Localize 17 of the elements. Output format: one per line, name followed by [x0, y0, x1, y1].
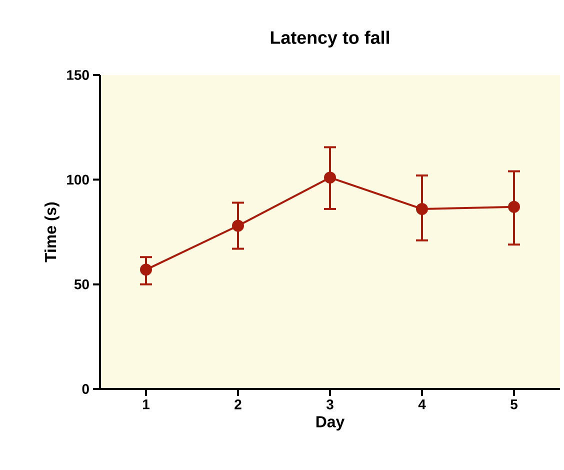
- y-axis-title: Time (s): [44, 202, 60, 262]
- x-tick-label: 1: [142, 400, 150, 410]
- x-axis-title: Day: [316, 416, 345, 431]
- point: [232, 220, 244, 232]
- y-tick-label: 100: [67, 174, 89, 185]
- x-tick-label: 2: [234, 400, 242, 410]
- x-tick-label: 5: [510, 400, 518, 410]
- chart-title: Latency to fall: [270, 30, 390, 48]
- point: [140, 264, 152, 276]
- point: [416, 202, 428, 215]
- point: [324, 172, 336, 184]
- y-tick-label: 150: [67, 70, 89, 80]
- y-tick-label: 50: [74, 279, 89, 290]
- point: [508, 200, 520, 213]
- y-tick-label: 0: [82, 384, 89, 394]
- x-tick-label: 3: [326, 400, 334, 410]
- x-tick-label: 4: [418, 400, 426, 410]
